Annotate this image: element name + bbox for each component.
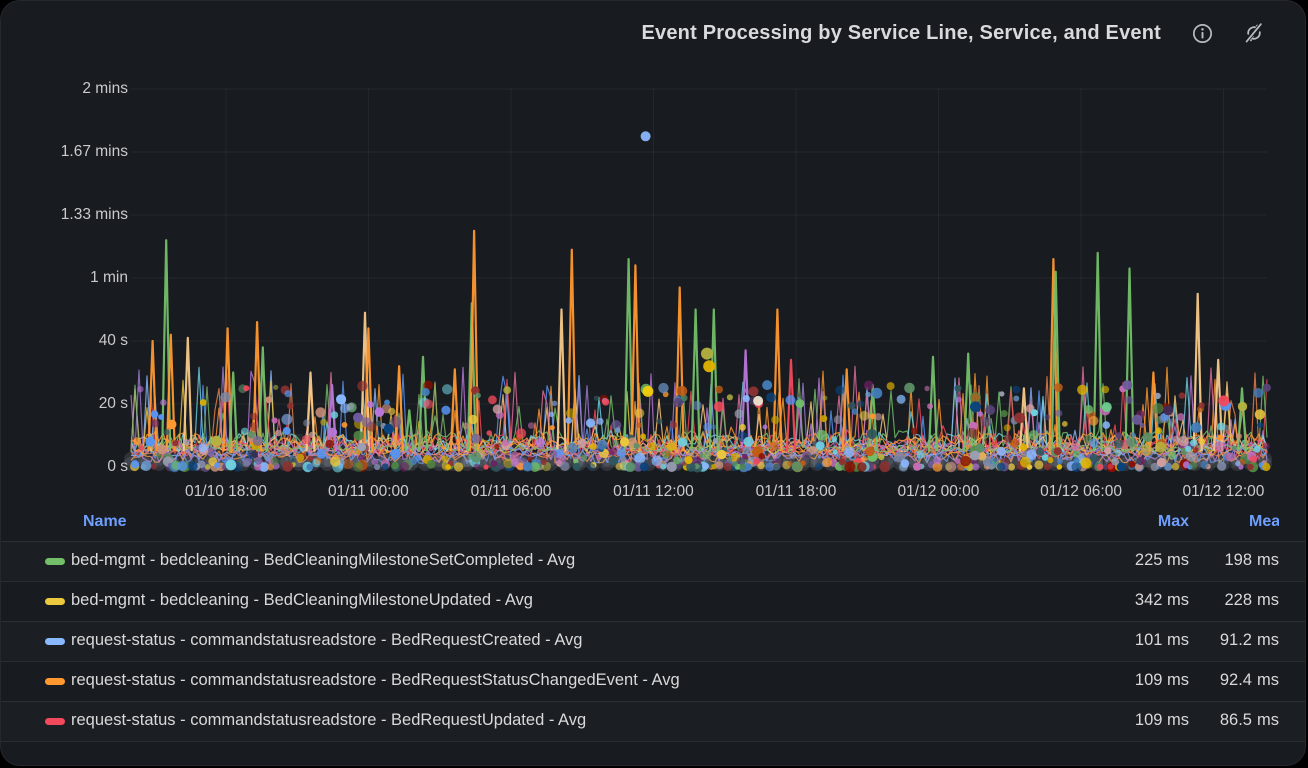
y-axis-tick-label: 1 min	[90, 269, 128, 286]
legend-row[interactable]: request-status - commandstatusreadstore …	[1, 621, 1305, 661]
panel-header: Event Processing by Service Line, Servic…	[1, 1, 1265, 65]
info-icon[interactable]	[1191, 22, 1213, 44]
y-axis-tick-label: 40 s	[98, 332, 128, 349]
y-axis-tick-label: 0 s	[107, 458, 128, 475]
series-color-swatch	[45, 678, 65, 685]
x-axis-tick-label: 01/11 12:00	[613, 483, 694, 500]
legend-row[interactable]: request-status - commandstatusreadstore …	[1, 661, 1305, 701]
series-max-value: 109 ms	[1134, 711, 1189, 729]
x-axis-tick-label: 01/11 06:00	[470, 483, 552, 500]
series-name[interactable]: bed-mgmt - bedcleaning - BedCleaningMile…	[71, 551, 576, 569]
series-name[interactable]: request-status - commandstatusreadstore …	[71, 671, 680, 689]
legend-header-max[interactable]: Max	[1157, 513, 1189, 530]
legend-header-row: Name Max Mean	[1, 507, 1305, 541]
y-axis-tick-label: 20 s	[98, 395, 128, 412]
legend-header-mean[interactable]: Mean	[1249, 513, 1279, 530]
series-max-value: 225 ms	[1134, 551, 1189, 569]
sync-disabled-icon[interactable]	[1243, 22, 1265, 44]
x-axis-tick-label: 01/12 06:00	[1040, 483, 1122, 500]
x-axis-tick-label: 01/10 18:00	[185, 483, 267, 500]
legend-header-name[interactable]: Name	[83, 513, 127, 530]
x-axis-tick-label: 01/11 00:00	[328, 483, 409, 500]
series-name[interactable]: request-status - commandstatusreadstore …	[71, 711, 587, 729]
series-mean-value: 92.4 ms	[1219, 671, 1279, 689]
panel-title: Event Processing by Service Line, Servic…	[641, 21, 1161, 44]
series-mean-value: 91.2 ms	[1219, 631, 1279, 649]
series-max-value: 342 ms	[1134, 591, 1189, 609]
timeseries-plot-area[interactable]	[124, 88, 1272, 473]
series-color-swatch	[45, 638, 65, 645]
series-color-swatch	[45, 598, 65, 605]
series-name[interactable]: bed-mgmt - bedcleaning - BedCleaningMile…	[71, 591, 533, 609]
legend-row[interactable]: request-status - commandstatusreadstore …	[1, 701, 1305, 741]
series-max-value: 101 ms	[1134, 631, 1189, 649]
x-axis-tick-label: 01/12 00:00	[897, 483, 980, 500]
series-name[interactable]: request-status - commandstatusreadstore …	[71, 631, 583, 649]
x-axis-tick-label: 01/11 18:00	[755, 483, 837, 500]
series-mean-value: 198 ms	[1224, 551, 1279, 569]
legend-row[interactable]: bed-mgmt - bedcleaning - BedCleaningMile…	[1, 581, 1305, 621]
legend-row[interactable]: bed-mgmt - bedcleaning - BedCleaningMile…	[1, 541, 1305, 581]
series-mean-value: 228 ms	[1224, 591, 1279, 609]
y-axis-tick-label: 1.67 mins	[60, 143, 128, 160]
series-max-value: 109 ms	[1134, 671, 1189, 689]
series-color-swatch	[45, 718, 65, 725]
x-axis-tick-label: 01/12 12:00	[1182, 483, 1265, 500]
legend-table: Name Max Mean bed-mgmt - bedcleaning - B…	[1, 507, 1305, 742]
y-axis-tick-label: 1.33 mins	[60, 206, 128, 223]
timeseries-chart	[124, 88, 1272, 473]
y-axis-tick-label: 2 mins	[82, 80, 128, 97]
series-color-swatch	[45, 558, 65, 565]
series-mean-value: 86.5 ms	[1219, 711, 1279, 729]
